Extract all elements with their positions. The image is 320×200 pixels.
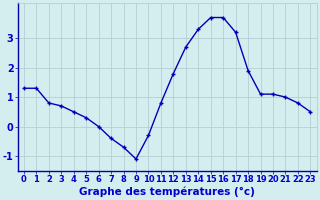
X-axis label: Graphe des températures (°c): Graphe des températures (°c)	[79, 187, 255, 197]
